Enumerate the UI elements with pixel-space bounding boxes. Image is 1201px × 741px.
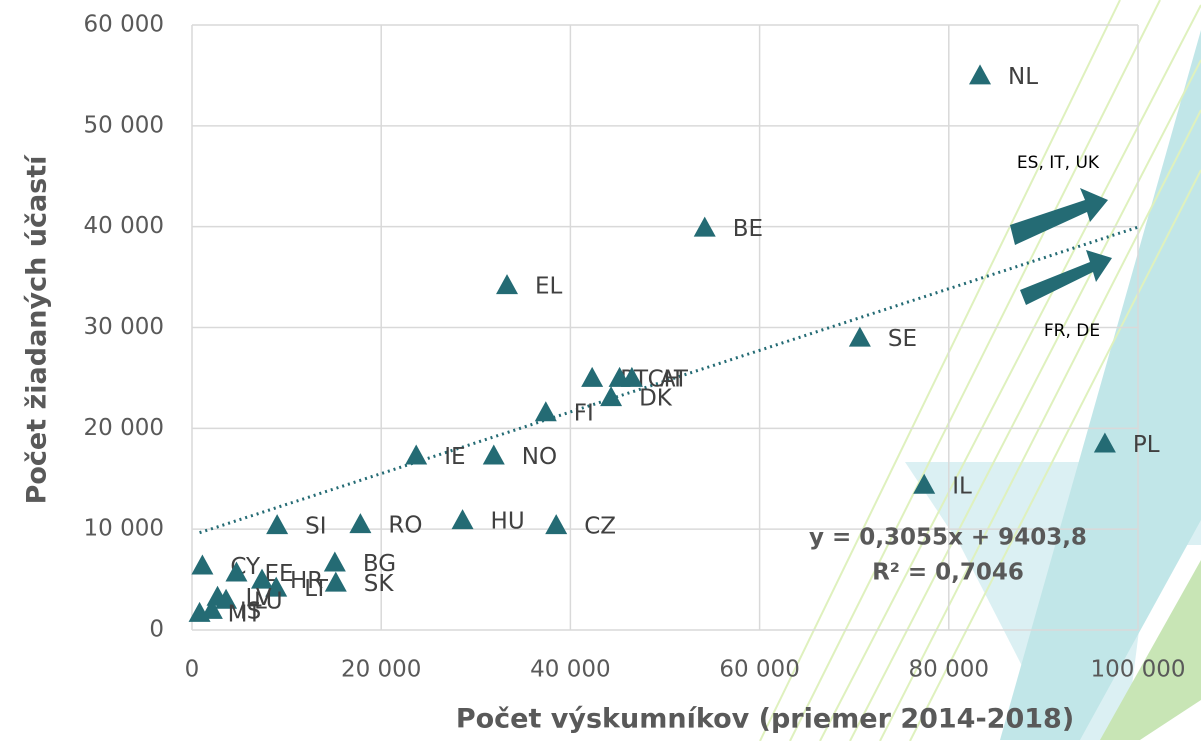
point-label: CZ — [584, 514, 616, 540]
point — [849, 327, 871, 347]
y-axis-title: Počet žiadaných účastí — [22, 154, 53, 505]
point — [496, 274, 518, 294]
point-label: FI — [574, 401, 594, 427]
point-label: EL — [535, 274, 563, 300]
trendline-r2: R² = 0,7046 — [872, 560, 1024, 586]
x-tick-label: 100 000 — [1090, 657, 1185, 683]
point — [545, 514, 567, 534]
point-label: BE — [733, 216, 763, 242]
y-tick-label: 20 000 — [84, 415, 164, 441]
point-label: SE — [888, 326, 917, 352]
chart: Počet výskumníkov (priemer 2014-2018) Po… — [0, 0, 1201, 741]
point-label: NO — [522, 444, 557, 470]
point — [600, 386, 622, 406]
point — [405, 445, 427, 465]
point-label: PL — [1133, 432, 1160, 458]
annotation: ES, IT, UK — [1017, 153, 1100, 173]
point-label: RO — [388, 513, 422, 539]
arrow — [1020, 250, 1112, 305]
point-label: SK — [364, 571, 395, 597]
y-tick-label: 0 — [149, 617, 164, 643]
point — [266, 514, 288, 534]
y-tick-label: 10 000 — [84, 516, 164, 542]
x-tick-label: 80 000 — [909, 657, 989, 683]
point — [535, 401, 557, 421]
point-label: IS — [240, 598, 261, 624]
point-label: LT — [304, 576, 329, 602]
point — [452, 509, 474, 529]
x-tick-label: 20 000 — [341, 657, 421, 683]
x-tick-label: 40 000 — [530, 657, 610, 683]
point-label: HU — [491, 509, 525, 535]
y-tick-label: 40 000 — [84, 213, 164, 239]
y-tick-label: 50 000 — [84, 112, 164, 138]
point — [483, 445, 505, 465]
point-label: NL — [1008, 64, 1038, 90]
point — [325, 572, 347, 592]
point-label: DK — [639, 386, 673, 412]
point-label: IL — [952, 473, 972, 499]
trendline-equation: y = 0,3055x + 9403,8 — [809, 525, 1087, 551]
annotation: FR, DE — [1044, 321, 1100, 341]
x-axis-title: Počet výskumníkov (priemer 2014-2018) — [456, 704, 1074, 735]
point — [191, 554, 213, 574]
x-tick-label: 60 000 — [719, 657, 799, 683]
point — [349, 513, 371, 533]
point-label: IE — [444, 444, 465, 470]
x-tick-label: 0 — [185, 657, 200, 683]
point — [581, 367, 603, 387]
y-tick-label: 60 000 — [84, 12, 164, 38]
point-label: SI — [305, 514, 326, 540]
point — [324, 551, 346, 571]
y-tick-label: 30 000 — [84, 314, 164, 340]
point — [969, 64, 991, 84]
